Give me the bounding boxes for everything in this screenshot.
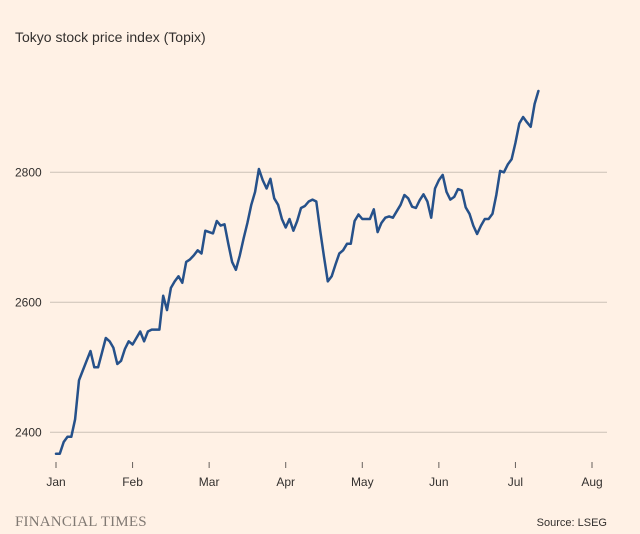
x-tick-label: Aug xyxy=(581,475,602,489)
y-tick-label: 2400 xyxy=(15,425,42,439)
source: Source: LSEG xyxy=(537,517,607,529)
x-tick-label: Jan xyxy=(46,475,65,489)
x-tick-label: Feb xyxy=(122,475,143,489)
y-tick-label: 2800 xyxy=(15,165,42,179)
y-tick-label: 2600 xyxy=(15,295,42,309)
chart-title: Tokyo stock price index (Topix) xyxy=(15,29,206,45)
x-tick-label: Apr xyxy=(276,475,295,489)
x-tick-label: Jun xyxy=(429,475,448,489)
x-tick-label: May xyxy=(351,475,374,489)
line xyxy=(54,89,540,455)
brand: FINANCIAL TIMES xyxy=(15,514,147,530)
x-tick-label: Jul xyxy=(508,475,523,489)
x-tick-label: Mar xyxy=(199,475,220,489)
